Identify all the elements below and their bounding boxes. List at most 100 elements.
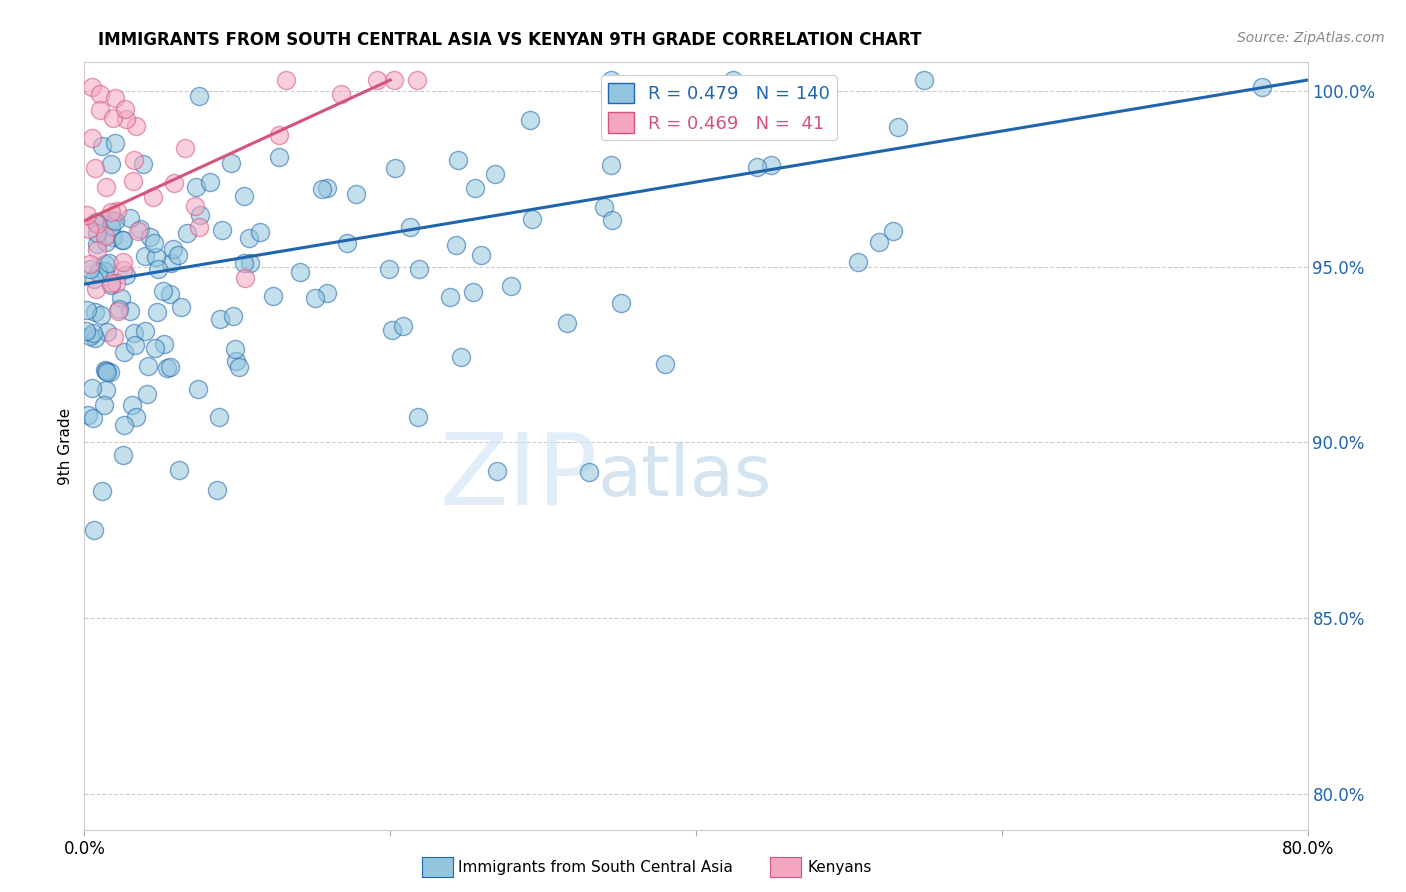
Point xyxy=(79,328,101,343)
Point xyxy=(315,285,337,300)
Point xyxy=(104,276,127,290)
Point xyxy=(94,229,117,244)
Point xyxy=(176,226,198,240)
Point xyxy=(86,243,108,257)
Point xyxy=(520,212,543,227)
Point xyxy=(107,304,129,318)
Point xyxy=(184,180,207,194)
Point xyxy=(84,215,107,229)
Point xyxy=(593,200,616,214)
Point xyxy=(408,261,430,276)
Point xyxy=(100,219,122,234)
Point xyxy=(145,341,167,355)
Point xyxy=(104,214,127,228)
Point xyxy=(311,182,333,196)
Point xyxy=(233,189,256,203)
Point xyxy=(882,224,904,238)
Point xyxy=(98,256,121,270)
Point xyxy=(153,336,176,351)
Point xyxy=(86,217,108,231)
Point xyxy=(461,285,484,299)
Point xyxy=(84,216,107,230)
Point xyxy=(846,255,869,269)
Point xyxy=(93,398,115,412)
Point xyxy=(142,235,165,250)
Point xyxy=(450,350,472,364)
Point xyxy=(134,324,156,338)
Point xyxy=(610,296,633,310)
Point xyxy=(83,161,105,175)
Point xyxy=(444,238,467,252)
Point xyxy=(721,73,744,87)
Point xyxy=(654,357,676,371)
Point xyxy=(76,303,98,318)
Point xyxy=(76,208,98,222)
Point xyxy=(329,87,352,102)
Point xyxy=(163,176,186,190)
Point xyxy=(90,309,112,323)
Point xyxy=(486,464,509,478)
Point xyxy=(170,300,193,314)
Point xyxy=(103,330,125,344)
Point xyxy=(98,365,121,379)
Point xyxy=(94,383,117,397)
Point xyxy=(912,73,935,87)
Point xyxy=(747,160,769,174)
Point xyxy=(269,150,291,164)
Point xyxy=(211,223,233,237)
Point xyxy=(184,199,207,213)
Point xyxy=(499,279,522,293)
Point xyxy=(86,237,108,252)
Point xyxy=(83,524,105,538)
Point xyxy=(80,80,103,95)
Point xyxy=(188,89,211,103)
Point xyxy=(600,158,623,172)
Point xyxy=(100,205,122,219)
Point xyxy=(384,161,406,176)
Point xyxy=(125,409,148,424)
Point xyxy=(304,291,326,305)
Point xyxy=(104,136,127,150)
Point xyxy=(96,365,118,379)
Point xyxy=(136,359,159,373)
Point xyxy=(869,235,891,250)
Point xyxy=(86,227,108,241)
Point xyxy=(111,448,134,462)
Point xyxy=(336,236,359,251)
Point xyxy=(96,235,118,250)
Point xyxy=(238,231,260,245)
Point xyxy=(148,261,170,276)
Point xyxy=(93,264,115,278)
Point xyxy=(599,73,621,87)
Point xyxy=(87,265,110,279)
Point xyxy=(249,225,271,239)
Y-axis label: 9th Grade: 9th Grade xyxy=(58,408,73,484)
Point xyxy=(80,130,103,145)
Point xyxy=(100,277,122,291)
Point xyxy=(105,204,128,219)
Point xyxy=(101,230,124,244)
Point xyxy=(110,291,132,305)
Point xyxy=(484,167,506,181)
Point xyxy=(198,175,221,189)
Point xyxy=(207,409,229,424)
Point xyxy=(759,158,782,172)
Point xyxy=(239,256,262,270)
Point xyxy=(887,120,910,134)
Point xyxy=(108,302,131,317)
Point xyxy=(79,221,101,235)
Text: Kenyans: Kenyans xyxy=(807,860,872,874)
Point xyxy=(142,190,165,204)
Point xyxy=(188,219,211,234)
Point xyxy=(94,180,117,194)
Point xyxy=(152,284,174,298)
Point xyxy=(316,181,339,195)
Point xyxy=(447,153,470,168)
Point xyxy=(104,90,127,104)
Point xyxy=(187,382,209,396)
Point xyxy=(233,270,256,285)
Point xyxy=(366,73,388,87)
Point xyxy=(84,331,107,345)
Point xyxy=(94,363,117,377)
Point xyxy=(159,287,181,301)
